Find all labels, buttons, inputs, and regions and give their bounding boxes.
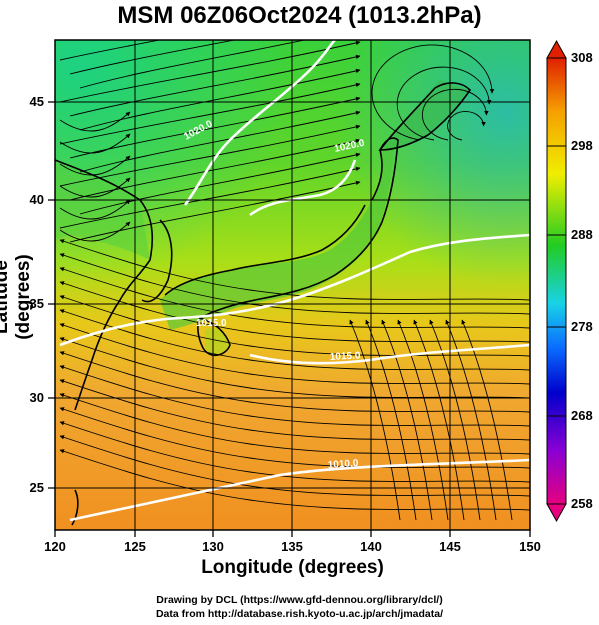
streamline xyxy=(59,281,530,343)
korean-peninsula-coastline xyxy=(141,219,173,303)
isobar-label: 1015.0 xyxy=(330,350,362,363)
credit-drawing: Drawing by DCL (https://www.gfd-dennou.o… xyxy=(156,594,443,606)
isobar-1020-north xyxy=(183,40,336,206)
isobar-label: 1010.0 xyxy=(327,458,359,471)
streamline xyxy=(59,407,530,469)
streamline xyxy=(59,124,361,187)
streamline xyxy=(79,152,361,215)
korea-china-coastline xyxy=(55,159,154,411)
streamline xyxy=(59,40,162,61)
x-tick-label: 125 xyxy=(124,539,146,554)
tick-marks xyxy=(48,101,531,537)
streamline xyxy=(79,110,361,173)
streamline xyxy=(69,54,361,117)
streamline xyxy=(69,40,237,75)
colorbar: 308 298 288 278 268 258 xyxy=(546,39,593,523)
streamline xyxy=(59,40,361,103)
continent-landmass xyxy=(55,160,150,260)
isobar-1020-inner xyxy=(249,159,357,217)
streamline xyxy=(422,88,489,141)
x-tick-label: 140 xyxy=(360,539,382,554)
y-tick-label: 40 xyxy=(30,192,44,207)
streamline xyxy=(59,449,530,511)
credit-data: Data from http://database.rish.kyoto-u.a… xyxy=(155,608,444,620)
streamline xyxy=(397,319,449,521)
streamline xyxy=(59,323,530,385)
figure-title: MSM 06Z06Oct2024 (1013.2hPa) xyxy=(117,2,482,29)
y-tick-label: 35 xyxy=(30,296,44,311)
colorbar-top-arrow xyxy=(546,39,567,59)
streamline xyxy=(59,221,131,242)
y-axis-label: Latitude (degrees) xyxy=(0,254,34,340)
y-tick-label: 45 xyxy=(30,94,44,109)
streamline xyxy=(59,435,530,497)
x-tick-label: 120 xyxy=(44,539,66,554)
y-tick-labels: 25 30 35 40 45 xyxy=(30,94,44,495)
streamline xyxy=(59,82,361,145)
streamline xyxy=(59,267,530,329)
streamline xyxy=(381,319,433,521)
isobar-1010 xyxy=(69,458,530,522)
isobar-label: 1015.0 xyxy=(196,318,227,329)
streamline xyxy=(59,337,530,399)
streamline xyxy=(447,111,486,141)
coastlines xyxy=(55,82,472,526)
hokkaido-landmass xyxy=(380,80,470,150)
colorbar-tick-label: 288 xyxy=(571,227,593,242)
streamline xyxy=(59,199,131,220)
streamline xyxy=(59,379,530,441)
streamline xyxy=(413,319,465,521)
x-axis-label: Longitude (degrees) xyxy=(201,557,384,578)
colorbar-gradient xyxy=(546,57,567,505)
streamline xyxy=(349,319,401,521)
streamline xyxy=(69,180,361,243)
japan-coastline-west xyxy=(164,204,366,296)
streamline xyxy=(445,319,497,521)
streamline xyxy=(371,44,495,141)
isobar-1015-central xyxy=(59,233,530,347)
honshu-landmass xyxy=(160,140,395,330)
streamline xyxy=(59,421,530,483)
streamline xyxy=(79,40,307,89)
x-tick-label: 135 xyxy=(281,539,303,554)
kyushu-coastline xyxy=(197,317,231,357)
streamline xyxy=(59,351,530,413)
wind-streamlines xyxy=(59,40,530,521)
colorbar-tick-label: 298 xyxy=(571,138,593,153)
isobar-1015-south xyxy=(249,343,530,365)
streamline xyxy=(59,239,530,301)
colorbar-tick-label: 278 xyxy=(571,319,593,334)
streamline xyxy=(59,295,530,357)
colorbar-tick-label: 308 xyxy=(571,50,593,65)
streamline xyxy=(59,155,131,176)
colorbar-tick-label: 258 xyxy=(571,496,593,511)
hokkaido-coastline xyxy=(378,82,472,151)
streamline xyxy=(429,319,481,521)
grid xyxy=(55,40,530,530)
streamline xyxy=(59,393,530,455)
streamline xyxy=(365,319,417,521)
colorbar-bottom-arrow xyxy=(546,503,567,523)
y-tick-label: 30 xyxy=(30,390,44,405)
streamline xyxy=(461,319,513,521)
streamline xyxy=(59,309,530,371)
streamline xyxy=(59,365,530,427)
isobars xyxy=(59,40,530,522)
streamline xyxy=(396,66,492,141)
streamline xyxy=(59,133,131,154)
streamline xyxy=(59,111,131,132)
taiwan-coastline xyxy=(71,489,79,526)
streamline xyxy=(69,96,361,159)
x-tick-label: 130 xyxy=(202,539,224,554)
x-tick-labels: 120 125 130 135 140 145 150 xyxy=(44,539,541,554)
x-tick-label: 145 xyxy=(439,539,461,554)
streamline xyxy=(59,177,131,198)
streamline xyxy=(69,138,361,201)
y-tick-label: 25 xyxy=(30,480,44,495)
x-tick-label: 150 xyxy=(519,539,541,554)
colorbar-tick-label: 268 xyxy=(571,408,593,423)
